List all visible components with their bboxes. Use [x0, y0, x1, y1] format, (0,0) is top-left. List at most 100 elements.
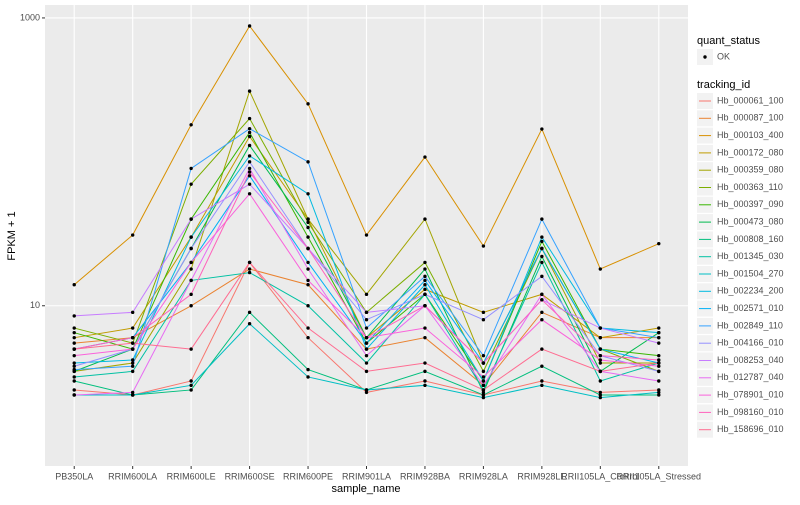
- data-point: [481, 388, 486, 392]
- data-point: [540, 254, 544, 259]
- data-point: [540, 292, 544, 297]
- data-point: [540, 246, 544, 251]
- data-point: [306, 375, 310, 379]
- data-point: [423, 283, 427, 287]
- data-point: [189, 304, 193, 308]
- data-point: [72, 283, 76, 287]
- data-point: [247, 322, 252, 326]
- legend-label: Hb_001504_270: [717, 268, 784, 278]
- data-point: [481, 353, 486, 358]
- data-point: [598, 390, 603, 395]
- data-point: [657, 353, 661, 358]
- data-point: [189, 182, 193, 186]
- data-point: [481, 383, 486, 388]
- data-point: [364, 310, 369, 315]
- data-point: [423, 361, 427, 365]
- legend-label: Hb_158696_010: [717, 424, 784, 434]
- data-point: [72, 347, 76, 351]
- data-point: [423, 304, 427, 308]
- data-point: [306, 335, 310, 340]
- data-point: [364, 292, 369, 297]
- y-tick-label: 10: [30, 300, 40, 310]
- data-point: [423, 335, 427, 340]
- data-point: [306, 217, 310, 221]
- data-point: [72, 367, 76, 372]
- x-tick-label: RRIM600PE: [283, 471, 333, 481]
- data-point: [72, 375, 76, 379]
- data-point: [540, 260, 544, 265]
- legend-label: Hb_000172_080: [717, 147, 784, 157]
- data-point: [247, 270, 252, 275]
- data-point: [657, 361, 661, 365]
- data-point: [364, 361, 369, 365]
- data-point: [364, 369, 369, 374]
- data-point: [540, 310, 544, 315]
- data-point: [306, 260, 310, 265]
- y-axis-label: FPKM + 1: [6, 211, 18, 260]
- data-point: [423, 326, 427, 330]
- data-point: [364, 335, 369, 340]
- data-point: [189, 235, 193, 239]
- data-point: [247, 130, 252, 135]
- data-point: [247, 192, 252, 196]
- x-axis-label: sample_name: [331, 483, 400, 495]
- data-point: [481, 318, 486, 322]
- data-point: [423, 292, 427, 297]
- data-point: [364, 353, 369, 358]
- data-point: [189, 246, 193, 251]
- data-point: [306, 326, 310, 330]
- x-tick-label: RRII105LA_Control: [561, 471, 639, 481]
- legend-label: Hb_000087_100: [717, 113, 784, 123]
- x-tick-label: RRIM928LA: [459, 471, 508, 481]
- data-point: [481, 375, 486, 379]
- data-point: [189, 347, 193, 351]
- data-point: [130, 310, 135, 315]
- data-point: [481, 379, 486, 383]
- data-point: [130, 364, 135, 368]
- data-point: [364, 233, 369, 237]
- legend-title: tracking_id: [697, 79, 750, 91]
- legend-symbol: [703, 55, 707, 59]
- data-point: [189, 388, 193, 392]
- legend-label: Hb_000397_090: [717, 199, 784, 209]
- data-point: [247, 160, 252, 164]
- data-point: [598, 393, 603, 397]
- legend-label: Hb_000061_100: [717, 95, 784, 105]
- data-point: [598, 358, 603, 362]
- data-point: [306, 278, 310, 283]
- data-point: [364, 318, 369, 322]
- data-point: [657, 393, 661, 397]
- data-point: [306, 283, 310, 287]
- data-point: [540, 235, 544, 239]
- data-point: [598, 369, 603, 374]
- data-point: [657, 369, 661, 374]
- data-point: [598, 267, 603, 271]
- x-tick-label: RRIM928LE: [517, 471, 566, 481]
- data-point: [189, 278, 193, 283]
- legend-label: Hb_002234_200: [717, 286, 784, 296]
- legend-label: Hb_000363_110: [717, 182, 783, 192]
- data-point: [72, 326, 76, 330]
- data-point: [306, 246, 310, 251]
- data-point: [72, 379, 76, 383]
- data-point: [247, 134, 252, 139]
- data-point: [72, 330, 76, 335]
- legend-label: Hb_001345_030: [717, 251, 784, 261]
- data-point: [423, 217, 427, 221]
- data-point: [130, 233, 135, 237]
- data-point: [306, 102, 310, 106]
- data-point: [657, 390, 661, 395]
- x-tick-label: RRIM928BA: [400, 471, 450, 481]
- data-point: [423, 260, 427, 265]
- x-tick-label: RRIM600LE: [167, 471, 216, 481]
- data-point: [72, 361, 76, 365]
- legend-label: Hb_002849_110: [717, 320, 783, 330]
- data-point: [481, 361, 486, 365]
- data-point: [72, 335, 76, 340]
- data-point: [598, 353, 603, 358]
- data-point: [481, 395, 486, 400]
- data-point: [540, 383, 544, 388]
- data-point: [189, 166, 193, 171]
- data-point: [598, 379, 603, 383]
